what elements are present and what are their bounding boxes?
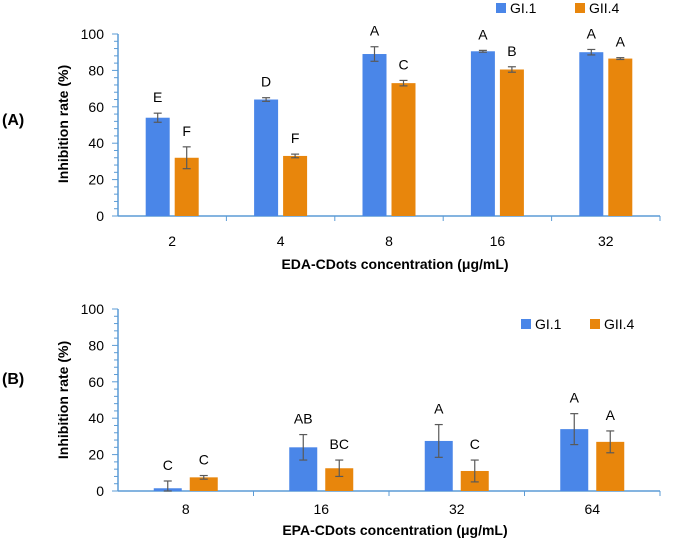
bar-gii4-16 bbox=[325, 468, 354, 491]
bar-gii4-32 bbox=[608, 58, 633, 216]
significance-letter: B bbox=[507, 43, 516, 59]
y-tick-label: 0 bbox=[96, 208, 104, 224]
significance-letter: E bbox=[153, 89, 162, 105]
legend-label-gi1-a: GI.1 bbox=[510, 0, 537, 16]
significance-letter: C bbox=[163, 457, 173, 473]
bar-gii4-4 bbox=[283, 155, 308, 216]
bar-gi1-16 bbox=[470, 51, 495, 216]
y-axis-title-b: Inhibition rate (%) bbox=[55, 341, 71, 459]
legend-label-gii4-b: GII.4 bbox=[604, 316, 635, 332]
legend-swatch-gii4-a bbox=[575, 3, 585, 13]
significance-letter: F bbox=[291, 130, 300, 146]
bar-gii4-8 bbox=[189, 477, 218, 491]
significance-letter: D bbox=[261, 74, 271, 90]
chart-panel-b: (B) Inhibition rate (%) EPA-CDots concen… bbox=[2, 301, 661, 538]
y-tick-label: 40 bbox=[88, 135, 104, 151]
x-tick-label: 32 bbox=[449, 501, 465, 517]
x-tick-label: 8 bbox=[182, 501, 190, 517]
y-tick-label: 20 bbox=[88, 172, 104, 188]
x-tick-label: 16 bbox=[313, 501, 329, 517]
significance-letter: AB bbox=[294, 411, 313, 427]
y-tick-label: 60 bbox=[88, 374, 104, 390]
y-tick-label: 0 bbox=[96, 483, 104, 499]
y-tick-label: 100 bbox=[81, 26, 105, 42]
y-tick-label: 80 bbox=[88, 337, 104, 353]
chart-panel-a: (A) Inhibition rate (%) EDA-CDots concen… bbox=[2, 0, 661, 272]
significance-letter: C bbox=[470, 436, 480, 452]
legend-a: GI.1 GII.4 bbox=[496, 0, 620, 16]
y-tick-label: 40 bbox=[88, 410, 104, 426]
legend-b: GI.1 GII.4 bbox=[521, 316, 635, 332]
panel-label-b: (B) bbox=[2, 371, 24, 388]
x-tick-label: 32 bbox=[598, 233, 614, 249]
x-axis-title-b: EPA-CDots concentration (μg/mL) bbox=[282, 522, 507, 538]
y-tick-label: 20 bbox=[88, 447, 104, 463]
y-tick-label: 100 bbox=[81, 301, 105, 317]
significance-letter: A bbox=[606, 407, 616, 423]
y-tick-label: 80 bbox=[88, 62, 104, 78]
legend-label-gi1-b: GI.1 bbox=[535, 316, 562, 332]
significance-letter: A bbox=[478, 26, 488, 42]
x-tick-label: 16 bbox=[490, 233, 506, 249]
bar-gii4-16 bbox=[499, 69, 524, 217]
bar-gi1-2 bbox=[145, 117, 170, 216]
significance-letter: A bbox=[370, 23, 380, 39]
significance-letter: C bbox=[398, 56, 408, 72]
bar-gi1-32 bbox=[579, 52, 604, 217]
legend-swatch-gi1-a bbox=[496, 3, 506, 13]
significance-letter: A bbox=[616, 34, 626, 50]
bar-gii4-8 bbox=[391, 83, 416, 216]
bar-gi1-8 bbox=[362, 54, 387, 216]
x-tick-label: 2 bbox=[168, 233, 176, 249]
x-tick-label: 64 bbox=[584, 501, 600, 517]
significance-letter: C bbox=[199, 452, 209, 468]
significance-letter: A bbox=[434, 401, 444, 417]
y-tick-label: 60 bbox=[88, 99, 104, 115]
significance-letter: A bbox=[570, 390, 580, 406]
bar-gi1-4 bbox=[254, 99, 279, 216]
legend-label-gii4-a: GII.4 bbox=[589, 0, 620, 16]
legend-swatch-gii4-b bbox=[590, 319, 600, 329]
significance-letter: BC bbox=[330, 436, 349, 452]
x-axis-title-a: EDA-CDots concentration (μg/mL) bbox=[281, 256, 508, 272]
significance-letter: F bbox=[182, 123, 191, 139]
y-axis-title-a: Inhibition rate (%) bbox=[55, 65, 71, 183]
significance-letter: A bbox=[587, 25, 597, 41]
x-tick-label: 4 bbox=[277, 233, 285, 249]
panel-label-a: (A) bbox=[2, 112, 24, 129]
x-tick-label: 8 bbox=[385, 233, 393, 249]
legend-swatch-gi1-b bbox=[521, 319, 531, 329]
